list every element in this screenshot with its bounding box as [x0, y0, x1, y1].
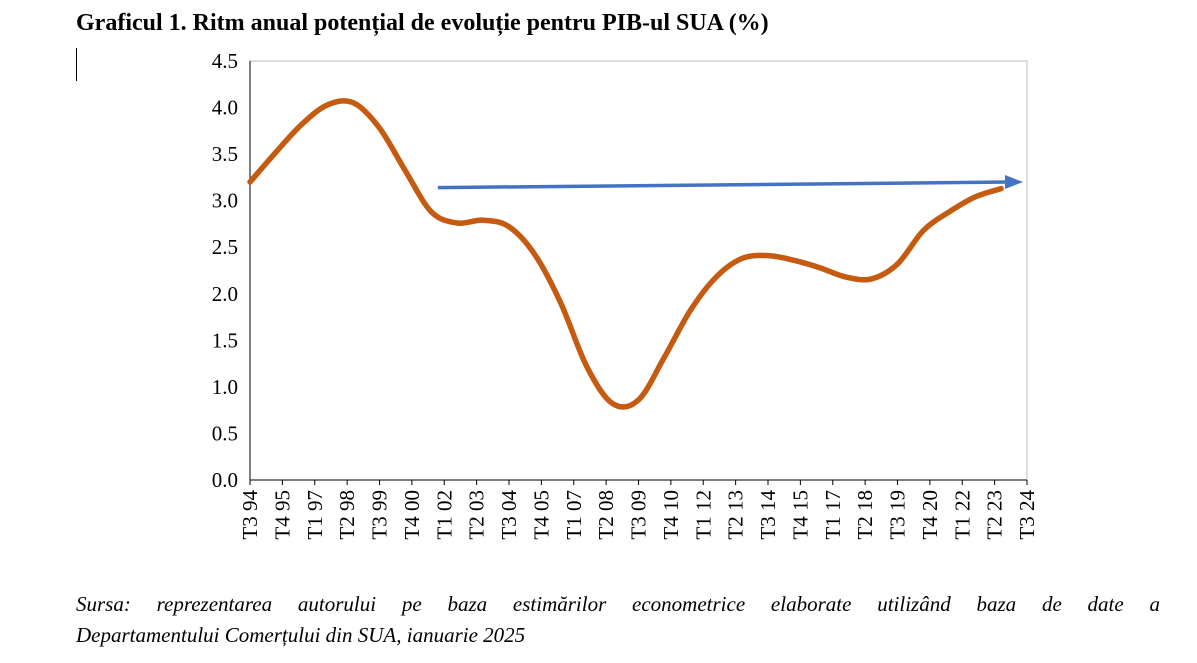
x-tick-label: T2 13 [724, 490, 748, 540]
y-tick-label: 3.0 [212, 189, 238, 213]
x-tick-label: T1 97 [303, 490, 327, 540]
x-tick-label: T1 17 [821, 490, 845, 540]
x-tick-label: T4 10 [659, 490, 683, 540]
series-layer [247, 98, 1023, 410]
x-tick-label: T1 07 [562, 490, 586, 540]
y-tick-label: 2.5 [212, 235, 238, 259]
y-tick-label: 1.5 [212, 328, 238, 352]
x-tick-label: T4 15 [788, 490, 812, 540]
x-tick-label: T2 03 [465, 490, 489, 540]
x-tick-label: T2 98 [335, 490, 359, 540]
x-tick-label: T4 00 [400, 490, 424, 540]
x-tick-label: T3 09 [627, 490, 651, 540]
trend-arrow-head [1005, 175, 1023, 190]
x-tick-label: T3 19 [886, 490, 910, 540]
x-tick-label: T2 18 [853, 490, 877, 540]
plot-area [249, 60, 1028, 481]
y-tick-label: 1.0 [212, 375, 238, 399]
source-line-1: Sursa: reprezentarea autorului pe baza e… [76, 592, 1160, 616]
source-note: Sursa: reprezentarea autorului pe baza e… [76, 589, 1160, 651]
source-line-2: Departamentului Comerțului din SUA, ianu… [76, 623, 526, 647]
x-tick-label: T3 04 [497, 490, 521, 540]
x-tick-label: T2 08 [594, 490, 618, 540]
x-tick-label: T4 95 [270, 490, 294, 540]
chart-title: Graficul 1. Ritm anual potențial de evol… [76, 10, 769, 36]
x-tick-label: T4 20 [918, 490, 942, 540]
x-tick-label: T3 94 [238, 490, 262, 540]
x-tick-label: T1 02 [432, 490, 456, 540]
x-tick-label: T3 99 [368, 490, 392, 540]
y-tick-label: 0.5 [212, 421, 238, 445]
y-tick-label: 3.5 [212, 142, 238, 166]
trend-arrow-shaft [437, 180, 1010, 190]
text-cursor [76, 48, 77, 81]
plot-frame [249, 60, 1028, 481]
series-line-potential-gdp [247, 98, 1004, 410]
x-tick-label: T4 05 [529, 490, 553, 540]
line-chart: 0.0 0.5 1.0 1.5 2.0 2.5 3.0 3.5 4.0 4.5 T3 94 T4 9… [212, 49, 1039, 540]
y-tick-label: 4.5 [212, 49, 238, 73]
y-tick-label: 0.0 [212, 468, 238, 492]
x-tick-label: T2 23 [983, 490, 1007, 540]
x-axis: T3 94 T4 95 T1 97 T2 98 T3 99 T4 00 T1 02 T2 03… [238, 479, 1039, 540]
x-tick-label: T3 24 [1015, 490, 1039, 540]
y-tick-label: 4.0 [212, 96, 238, 120]
y-tick-label: 2.0 [212, 282, 238, 306]
x-tick-label: T3 14 [756, 490, 780, 540]
y-axis: 0.0 0.5 1.0 1.5 2.0 2.5 3.0 3.5 4.0 4.5 [212, 49, 251, 492]
x-tick-label: T1 12 [691, 490, 715, 540]
x-tick-label: T1 22 [950, 490, 974, 540]
